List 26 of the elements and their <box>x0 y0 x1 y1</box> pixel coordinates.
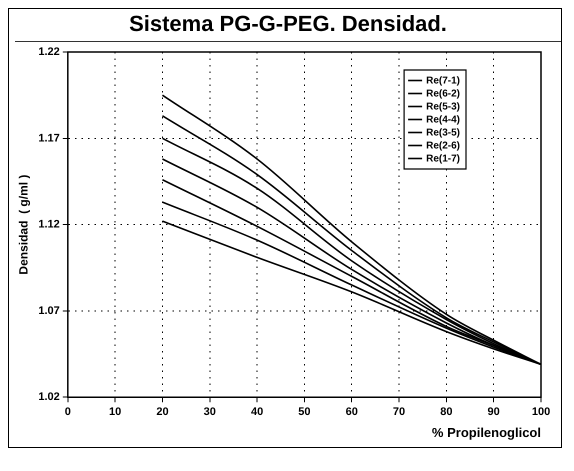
y-tick-label: 1.12 <box>38 218 60 231</box>
y-tick-label: 1.22 <box>38 46 60 58</box>
x-tick-label: 0 <box>64 406 71 418</box>
legend-label: Re(5-3) <box>426 101 460 112</box>
chart-title: Sistema PG-G-PEG. Densidad. <box>15 9 561 42</box>
x-tick-label: 30 <box>204 406 216 418</box>
legend-label: Re(6-2) <box>426 88 460 100</box>
legend-label: Re(4-4) <box>426 114 460 126</box>
x-tick-label: 50 <box>298 406 311 418</box>
y-tick-label: 1.07 <box>38 304 60 317</box>
x-axis-title: % Propilenoglicol <box>432 424 541 440</box>
y-tick-label: 1.02 <box>38 391 60 404</box>
legend-label: Re(2-6) <box>426 140 460 152</box>
x-tick-label: 100 <box>532 406 550 418</box>
legend-label: Re(1-7) <box>426 153 460 164</box>
x-tick-label: 10 <box>109 406 122 418</box>
x-tick-label: 20 <box>156 406 169 418</box>
legend-label: Re(3-5) <box>426 127 460 138</box>
x-tick-label: 70 <box>392 406 406 418</box>
y-axis-title: Densidad ( g/ml ) <box>16 174 31 275</box>
x-tick-label: 60 <box>346 406 358 418</box>
x-tick-label: 90 <box>488 406 500 418</box>
y-tick-label: 1.17 <box>38 132 60 144</box>
x-tick-label: 40 <box>250 406 264 418</box>
legend-label: Re(7-1) <box>426 75 460 86</box>
x-tick-label: 80 <box>440 406 452 418</box>
